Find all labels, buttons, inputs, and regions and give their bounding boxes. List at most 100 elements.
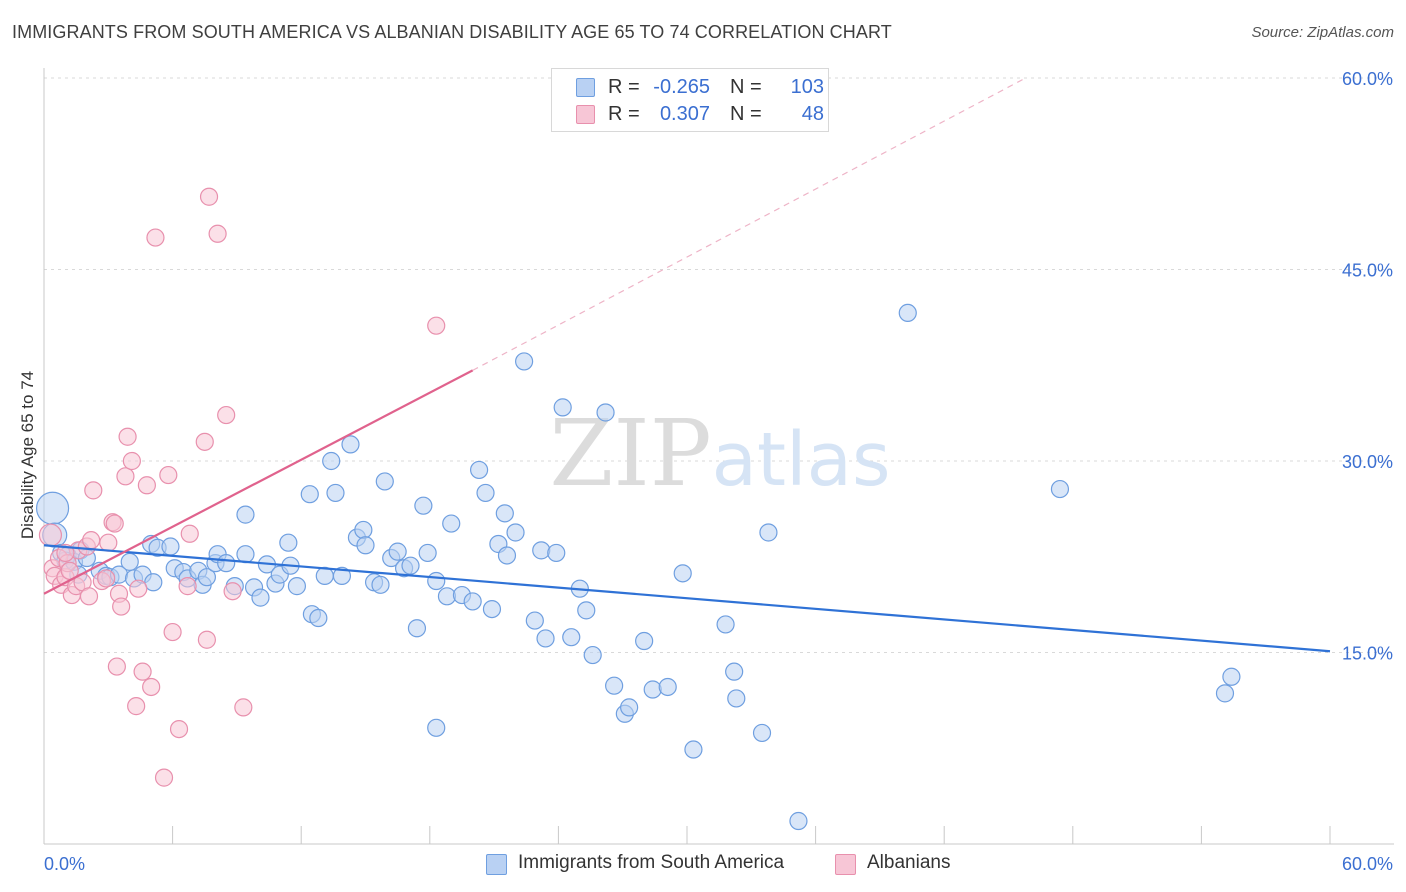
point-south-america: [476, 483, 495, 503]
point-albanians: [129, 579, 148, 598]
point-south-america: [236, 505, 255, 524]
point-albanians: [137, 476, 156, 495]
point-albanians: [79, 587, 99, 606]
x-tick-label: 60.0%: [1342, 854, 1393, 874]
legend-r-label: R =: [608, 103, 640, 125]
point-south-america: [217, 554, 236, 573]
point-albanians: [195, 432, 214, 451]
point-south-america: [596, 403, 615, 422]
point-south-america: [673, 564, 692, 583]
point-south-america: [427, 718, 446, 737]
point-south-america: [536, 629, 555, 648]
point-south-america: [716, 615, 735, 634]
point-albanians: [99, 533, 118, 552]
point-albanians: [133, 662, 152, 681]
point-albanians: [142, 677, 161, 697]
legend-r-label: R =: [608, 76, 640, 98]
point-south-america: [605, 676, 624, 695]
point-south-america: [547, 543, 566, 563]
point-albanians: [154, 768, 174, 787]
point-albanians: [127, 697, 146, 716]
point-south-america: [725, 662, 744, 681]
legend-r-value: 0.307: [659, 103, 710, 125]
point-albanians: [112, 597, 131, 616]
legend-n-label: N =: [730, 76, 762, 98]
point-albanians: [107, 657, 126, 676]
point-albanians: [105, 514, 124, 533]
y-tick-label: 30.0%: [1342, 452, 1393, 472]
point-south-america: [322, 451, 341, 471]
point-south-america: [643, 680, 662, 699]
point-albanians: [118, 427, 137, 446]
legend-n-value: 48: [801, 103, 824, 125]
point-albanians: [116, 467, 135, 486]
point-albanians: [234, 698, 253, 717]
point-south-america: [197, 568, 216, 587]
y-tick-label: 15.0%: [1342, 644, 1393, 664]
point-south-america: [418, 543, 437, 563]
point-albanians: [180, 524, 199, 543]
point-south-america: [1215, 684, 1235, 703]
trendline-albanians: [43, 369, 474, 595]
legend-swatch-blue: [576, 78, 595, 97]
point-south-america: [635, 631, 654, 651]
trendline-albanians-extension: [472, 77, 1026, 371]
point-south-america: [495, 504, 514, 523]
x-tick-label: 0.0%: [44, 854, 85, 874]
point-south-america: [300, 485, 319, 504]
point-albanians: [199, 187, 219, 206]
point-south-america: [375, 472, 394, 491]
point-albanians: [159, 465, 178, 485]
point-albanians: [163, 622, 182, 642]
correlation-legend: R = -0.265 N = 103 R = 0.307 N = 48: [551, 68, 829, 132]
legend-n-value: 103: [790, 76, 824, 98]
point-south-america: [356, 536, 375, 555]
point-south-america: [684, 740, 703, 759]
point-south-america: [583, 645, 602, 665]
point-south-america: [1050, 479, 1070, 499]
point-south-america: [497, 546, 517, 565]
axes: [43, 68, 1394, 845]
point-south-america: [482, 599, 502, 619]
point-south-america: [789, 811, 808, 831]
point-south-america: [562, 628, 581, 647]
point-south-america: [161, 537, 180, 556]
point-south-america: [463, 592, 482, 611]
point-albanians: [146, 228, 165, 247]
point-south-america: [35, 491, 70, 525]
point-south-america: [898, 303, 917, 323]
series-swatch-pink: [835, 854, 856, 875]
point-south-america: [553, 398, 572, 417]
trendline-south-america: [43, 544, 1331, 653]
series-legend-label: Immigrants from South America: [518, 852, 785, 873]
point-albanians: [56, 543, 75, 563]
point-albanians: [169, 719, 189, 739]
point-albanians: [84, 481, 103, 500]
series-legend-label: Albanians: [867, 852, 951, 873]
legend-swatch-pink: [576, 105, 595, 124]
point-albanians: [208, 224, 227, 243]
point-south-america: [469, 460, 489, 480]
point-south-america: [388, 542, 407, 561]
point-south-america: [759, 523, 778, 542]
point-albanians: [38, 523, 63, 547]
trend-lines: [43, 77, 1331, 653]
data-points: [35, 187, 1241, 831]
point-south-america: [515, 352, 534, 371]
point-albanians: [223, 582, 242, 601]
point-south-america: [658, 677, 677, 697]
tick-labels: 15.0% 30.0% 45.0% 60.0% 0.0% 60.0%: [44, 69, 1393, 874]
legend-r-value: -0.265: [653, 76, 710, 98]
chart-title: IMMIGRANTS FROM SOUTH AMERICA VS ALBANIA…: [12, 22, 892, 42]
point-south-america: [326, 483, 345, 503]
point-south-america: [341, 435, 360, 454]
grid-lines: [44, 77, 1394, 653]
point-albanians: [178, 577, 197, 596]
point-south-america: [577, 601, 596, 620]
point-south-america: [354, 520, 373, 540]
point-south-america: [236, 545, 255, 564]
point-south-america: [727, 689, 746, 708]
point-albanians: [82, 531, 101, 550]
point-south-america: [427, 571, 446, 591]
